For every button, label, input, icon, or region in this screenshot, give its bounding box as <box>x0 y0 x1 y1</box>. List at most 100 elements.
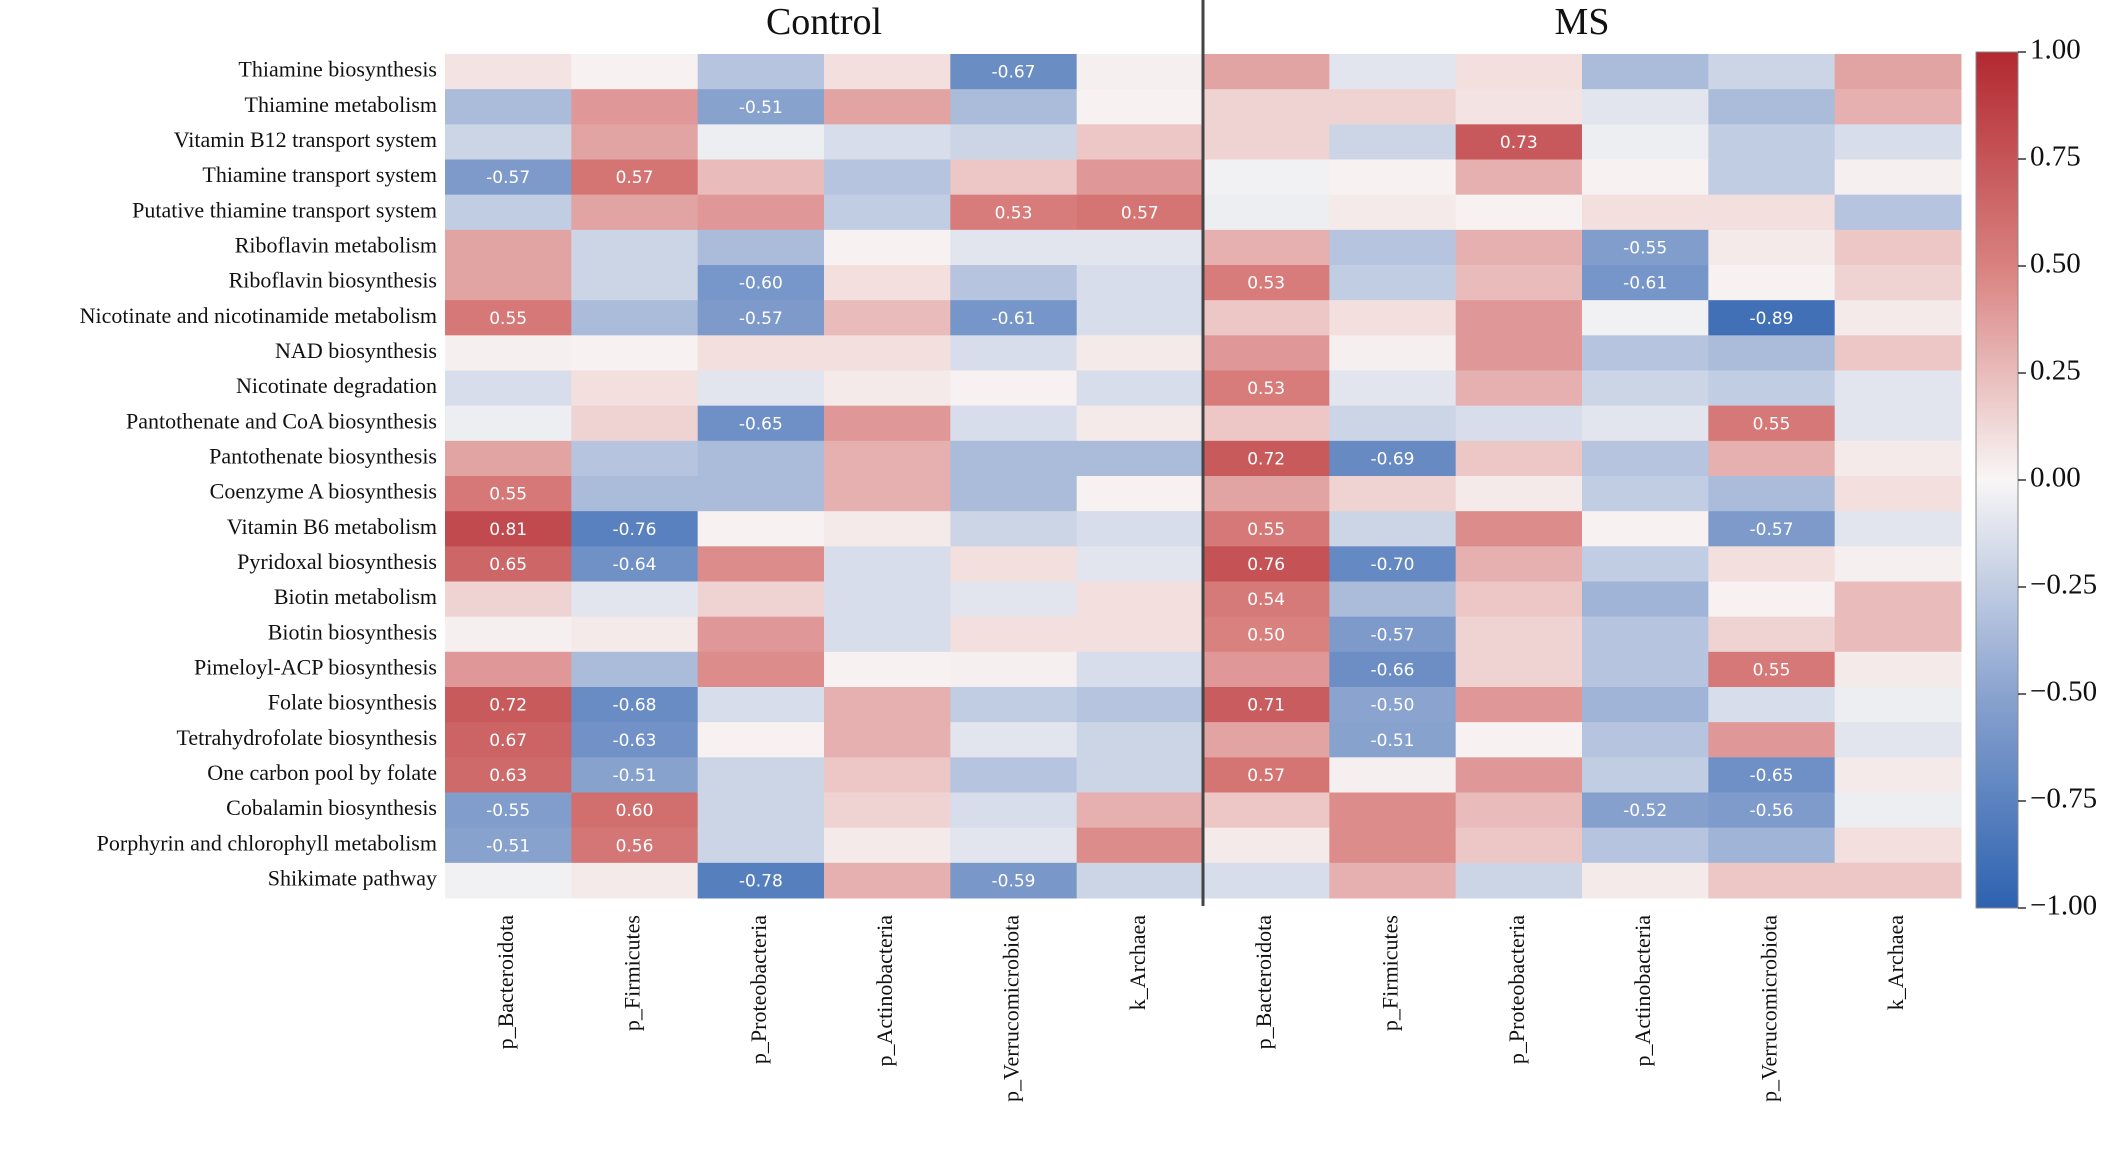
heatmap-cell <box>950 862 1078 899</box>
heatmap-cell <box>950 405 1078 442</box>
heatmap-cell <box>1329 124 1457 160</box>
heatmap-cell <box>571 792 699 829</box>
heatmap-cell <box>1455 757 1583 793</box>
heatmap-cell <box>445 827 572 864</box>
heatmap-cell <box>697 229 825 266</box>
heatmap-cell <box>824 616 951 653</box>
heatmap-cell <box>697 54 825 90</box>
cell-label: 0.81 <box>489 520 527 540</box>
heatmap-cell <box>1582 265 1709 301</box>
heatmap-cell <box>1076 405 1204 442</box>
colorbar-tick-label: 0.00 <box>2030 462 2081 494</box>
cell-label: 0.76 <box>1247 555 1285 575</box>
heatmap-cell <box>1203 229 1330 266</box>
heatmap-cell <box>571 546 699 582</box>
heatmap-cell <box>824 194 951 231</box>
row-label: Pantothenate and CoA biosynthesis <box>126 408 437 433</box>
heatmap-cell <box>950 440 1078 477</box>
row-label: Pimeloyl-ACP biosynthesis <box>194 654 437 679</box>
heatmap-cell <box>445 687 572 723</box>
row-label: Vitamin B6 metabolism <box>227 514 437 539</box>
heatmap-cell <box>1076 792 1204 829</box>
cell-label: -0.66 <box>1371 660 1415 680</box>
column-label: k_Archaea <box>1125 915 1150 1011</box>
column-label: k_Archaea <box>1883 915 1908 1011</box>
row-label: Riboflavin metabolism <box>235 232 437 257</box>
heatmap-cell <box>445 265 572 301</box>
heatmap-cell <box>824 440 951 477</box>
heatmap-cell <box>445 194 572 231</box>
cell-label: -0.78 <box>739 871 783 891</box>
heatmap-cell <box>950 827 1078 864</box>
heatmap-cell <box>1708 687 1836 723</box>
heatmap-cell <box>1329 194 1457 231</box>
heatmap-cell <box>1834 651 1962 688</box>
heatmap-cell <box>1076 440 1204 477</box>
heatmap-cell <box>1582 54 1709 90</box>
colorbar-tick-label: 0.25 <box>2030 355 2081 387</box>
heatmap-cell <box>1582 511 1709 547</box>
heatmap-cell <box>1203 757 1330 793</box>
heatmap-cell <box>1582 159 1709 196</box>
heatmap-cell <box>697 616 825 653</box>
heatmap-cell <box>1203 476 1330 512</box>
heatmap-cell <box>1708 511 1836 547</box>
row-label: Coenzyme A biosynthesis <box>210 479 437 504</box>
heatmap-cell <box>1708 265 1836 301</box>
heatmap-cell <box>697 440 825 477</box>
cell-label: -0.70 <box>1371 555 1415 575</box>
heatmap-cell <box>824 159 951 196</box>
heatmap-cell <box>697 124 825 160</box>
heatmap-cell <box>824 792 951 829</box>
heatmap-cell <box>1708 722 1836 758</box>
column-label: p_Bacteroidota <box>1251 915 1276 1050</box>
heatmap-cell <box>571 581 699 618</box>
heatmap-cell <box>1708 159 1836 196</box>
heatmap-cell <box>571 862 699 899</box>
row-label: Porphyrin and chlorophyll metabolism <box>97 830 437 855</box>
heatmap-cell <box>1834 159 1962 196</box>
heatmap-cell <box>824 265 951 301</box>
heatmap-cell <box>824 54 951 90</box>
heatmap-cell <box>1455 862 1583 899</box>
heatmap-cell <box>1076 511 1204 547</box>
heatmap-cell <box>1708 651 1836 688</box>
heatmap-cell <box>1329 546 1457 582</box>
heatmap-cell <box>950 335 1078 371</box>
heatmap-cell <box>1708 581 1836 618</box>
heatmap-cell <box>1329 335 1457 371</box>
heatmap-cell <box>445 476 572 512</box>
column-label: p_Actinobacteria <box>872 915 897 1067</box>
heatmap-cell <box>697 511 825 547</box>
heatmap-cell <box>445 862 572 899</box>
column-label: p_Proteobacteria <box>746 915 771 1064</box>
heatmap-cell <box>1582 757 1709 793</box>
heatmap-cell <box>571 405 699 442</box>
heatmap-cell <box>697 265 825 301</box>
row-label: Vitamin B12 transport system <box>174 127 437 152</box>
heatmap-cell <box>950 792 1078 829</box>
heatmap-cell <box>1329 827 1457 864</box>
heatmap-cell <box>1455 476 1583 512</box>
heatmap-cell <box>824 651 951 688</box>
heatmap-cell <box>1076 300 1204 336</box>
cell-label: -0.68 <box>613 696 657 716</box>
heatmap-cell <box>1203 581 1330 618</box>
column-label: p_Firmicutes <box>1378 915 1403 1031</box>
colorbar-tick-label: 0.75 <box>2030 141 2081 173</box>
heatmap-cell <box>697 651 825 688</box>
heatmap-cell <box>1203 265 1330 301</box>
heatmap-cell <box>1834 511 1962 547</box>
heatmap-cell <box>950 651 1078 688</box>
cell-label: -0.76 <box>613 520 657 540</box>
heatmap-cell <box>445 89 572 125</box>
heatmap-cell <box>1076 546 1204 582</box>
heatmap-cell <box>950 300 1078 336</box>
heatmap-cell <box>1834 476 1962 512</box>
heatmap-cell <box>571 229 699 266</box>
heatmap-cell <box>950 89 1078 125</box>
cell-label: -0.57 <box>1750 520 1794 540</box>
heatmap-cell <box>571 54 699 90</box>
heatmap-cell <box>1455 792 1583 829</box>
